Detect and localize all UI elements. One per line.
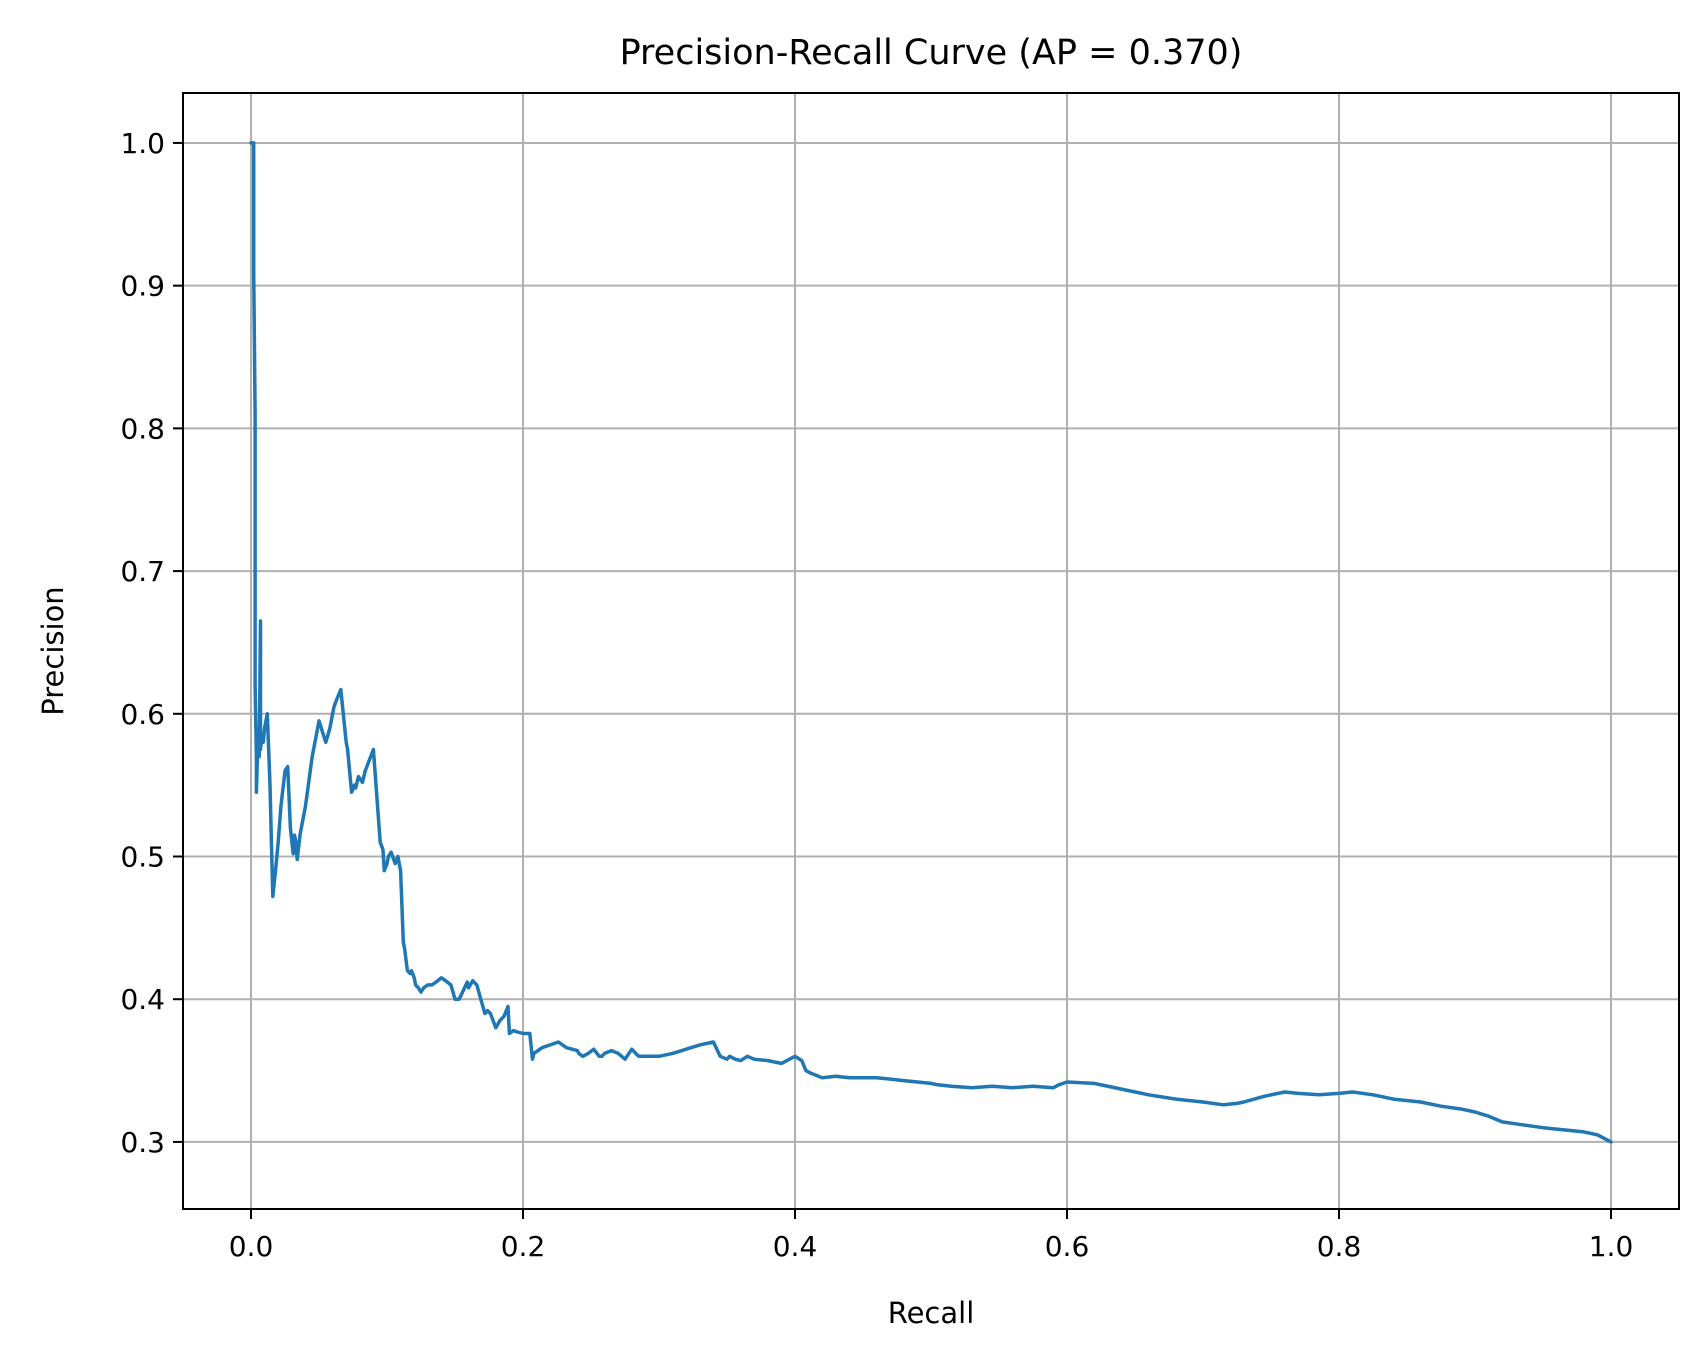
y-tick-label: 0.7	[120, 555, 165, 588]
y-tick-label: 0.5	[120, 841, 165, 874]
vertical-gridlines	[250, 93, 1612, 1209]
y-tick-label: 0.6	[120, 698, 165, 731]
horizontal-gridlines	[183, 141, 1679, 1143]
y-tick-label: 1.0	[120, 127, 165, 160]
y-axis-ticks: 0.3 0.4 0.5 0.6 0.7 0.8 0.9 1.0	[120, 127, 183, 1159]
x-tick-label: 0.0	[229, 1230, 274, 1263]
y-tick-label: 0.9	[120, 270, 165, 303]
x-tick-label: 0.6	[1045, 1230, 1090, 1263]
plot-frame	[182, 92, 1680, 1210]
x-tick-label: 0.8	[1317, 1230, 1362, 1263]
x-tick-label: 1.0	[1589, 1230, 1634, 1263]
y-tick-label: 0.3	[120, 1126, 165, 1159]
x-tick-label: 0.4	[773, 1230, 818, 1263]
y-tick-label: 0.4	[120, 983, 165, 1016]
x-axis-ticks: 0.0 0.2 0.4 0.6 0.8 1.0	[229, 1209, 1634, 1263]
x-axis-label: Recall	[888, 1296, 975, 1330]
pr-curve-layer	[249, 141, 1613, 1144]
x-tick-label: 0.2	[501, 1230, 546, 1263]
chart-title: Precision-Recall Curve (AP = 0.370)	[620, 33, 1243, 73]
pr-curve-line	[249, 141, 1613, 1144]
y-tick-label: 0.8	[120, 412, 165, 445]
y-axis-label: Precision	[36, 586, 70, 715]
